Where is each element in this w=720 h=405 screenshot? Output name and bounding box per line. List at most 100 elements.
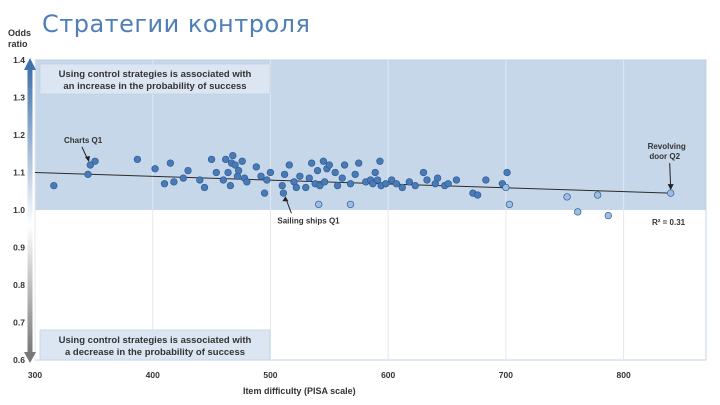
data-point [376, 157, 384, 165]
data-point [196, 176, 204, 184]
data-point [229, 151, 237, 160]
annotation-arrowhead [84, 156, 90, 162]
annotation-arrow [669, 163, 672, 189]
data-point [419, 168, 428, 177]
data-points [50, 151, 675, 220]
data-point [482, 176, 490, 184]
y-tick-label: 1.2 [13, 130, 25, 140]
data-point [346, 180, 355, 188]
data-point [369, 180, 377, 188]
data-point-light [315, 200, 323, 209]
data-point [333, 181, 342, 190]
arrow-head-down [24, 352, 36, 363]
data-point [257, 172, 265, 180]
x-tick-label: 800 [617, 370, 631, 380]
data-point [219, 176, 228, 184]
y-axis-title: Odds ratio [8, 28, 32, 49]
data-point [423, 176, 431, 184]
data-point [392, 180, 401, 188]
data-point [222, 155, 230, 164]
annotation-revolving: Revolving [648, 142, 686, 151]
data-point [316, 181, 324, 190]
data-point-light [505, 200, 514, 209]
data-point [338, 174, 346, 182]
y-tick-label: 0.8 [13, 280, 25, 290]
data-point [260, 189, 269, 197]
direction-arrow [24, 58, 36, 363]
data-point [266, 168, 275, 177]
chart-bands [34, 59, 707, 361]
lower-box-text-line: Using control strategies is associated w… [59, 335, 252, 346]
data-point [200, 183, 209, 192]
upper-box-text-line: an increase in the probability of succes… [63, 81, 246, 92]
data-point [207, 155, 216, 164]
data-point [179, 174, 187, 182]
slide-title: Стратегии контроля [42, 10, 311, 38]
data-point [285, 161, 293, 169]
data-point [252, 163, 260, 171]
upper-box-text: Using control strategies is associated w… [39, 63, 271, 95]
y-tick-label: 0.7 [13, 318, 25, 328]
y-tick-label: 1.4 [13, 55, 25, 65]
data-point [278, 181, 286, 190]
data-point [86, 161, 94, 169]
data-point [231, 161, 239, 169]
lower-box-text-bg [39, 329, 271, 361]
data-point [340, 161, 349, 169]
data-point [388, 176, 396, 184]
data-point [503, 168, 511, 177]
annotation-charts: Charts Q1 [64, 136, 103, 145]
lower-box-text-line: a decrease in the probability of success [65, 347, 245, 358]
data-point [280, 170, 289, 179]
y-tick-label: 1.0 [13, 205, 25, 215]
data-point [373, 176, 382, 184]
data-point [351, 170, 359, 179]
data-point [331, 168, 339, 177]
data-point [166, 159, 175, 167]
data-point [84, 170, 92, 179]
data-point [398, 183, 406, 192]
y-tick-label: 1.3 [13, 93, 25, 103]
data-point [238, 157, 246, 165]
data-point [151, 165, 159, 173]
explanation-boxes: Using control strategies is associated w… [39, 63, 271, 361]
upper-box-text-bg [39, 63, 271, 95]
data-point [302, 183, 310, 192]
upper-box-text-line: Using control strategies is associated w… [59, 69, 252, 80]
data-point-light [604, 211, 612, 220]
arrow-head-up [24, 58, 36, 70]
x-tick-label: 300 [28, 370, 42, 380]
x-axis-title: Item difficulty (PISA scale) [243, 386, 356, 396]
data-point [296, 172, 304, 180]
data-point [226, 181, 235, 190]
x-tick-label: 400 [146, 370, 160, 380]
data-point [452, 176, 461, 184]
lower-box-text: Using control strategies is associated w… [39, 329, 271, 361]
data-point [382, 180, 390, 188]
data-point [473, 191, 482, 199]
x-tick-label: 500 [263, 370, 277, 380]
data-point [313, 166, 322, 175]
data-point [292, 183, 300, 192]
data-point [224, 168, 232, 177]
x-tick-label: 600 [381, 370, 395, 380]
data-point-light [563, 193, 571, 201]
y-tick-label: 1.1 [13, 168, 25, 178]
x-tick-label: 700 [499, 370, 513, 380]
annotation-sailing: Sailing ships Q1 [277, 216, 340, 225]
data-point [50, 181, 58, 190]
data-point [320, 178, 329, 186]
data-point-light [574, 208, 582, 216]
data-point [243, 178, 251, 186]
data-point [263, 176, 271, 184]
y-tick-label: 0.6 [13, 355, 25, 365]
data-point [235, 166, 243, 175]
data-point [355, 159, 363, 167]
data-point [184, 166, 192, 175]
data-point [170, 178, 178, 186]
annotation-arrowhead [667, 184, 674, 191]
data-point [371, 168, 379, 177]
data-point [305, 174, 313, 182]
r-squared-label: R² = 0.31 [652, 218, 686, 227]
